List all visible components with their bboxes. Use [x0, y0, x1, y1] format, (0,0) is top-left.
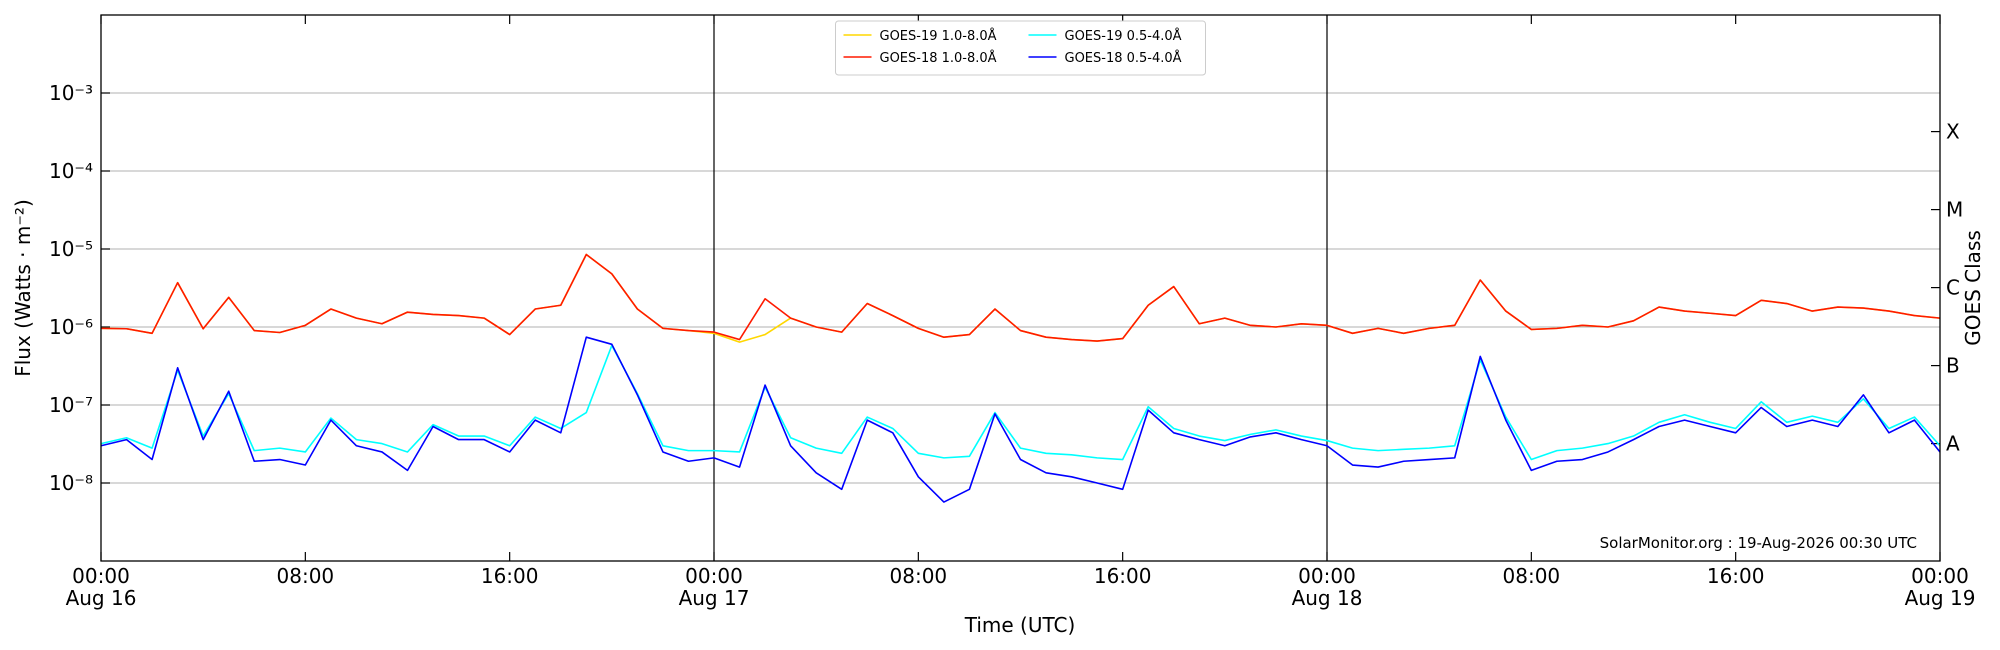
x-tick-label: 16:00	[481, 564, 539, 588]
y-tick-label: 10⁻⁷	[49, 393, 93, 417]
legend: GOES-19 1.0-8.0Å GOES-18 1.0-8.0Å GOES-19 …	[835, 20, 1206, 76]
plot-frame	[100, 14, 1941, 562]
legend-box	[835, 20, 1206, 76]
y-tick-label: 10⁻³	[49, 81, 93, 105]
legend-label: GOES-18 1.0-8.0Å	[880, 50, 997, 66]
x-tick-label: 00:00 Aug 18	[1292, 564, 1363, 610]
annotation: SolarMonitor.org : 19-Aug-2026 00:30 UTC	[1600, 534, 1917, 552]
y2-tick-label: A	[1946, 432, 1960, 456]
x-tick-label: 16:00	[1707, 564, 1765, 588]
x-tick-label: 00:00 Aug 16	[66, 564, 137, 610]
x-tick-label: 08:00	[1503, 564, 1561, 588]
series-line	[100, 253, 1941, 342]
y-tick-label: 10⁻⁶	[49, 315, 93, 339]
legend-label: GOES-18 0.5-4.0Å	[1065, 50, 1182, 66]
x-tick-label: 08:00	[890, 564, 948, 588]
y-tick-label: 10⁻⁵	[49, 237, 93, 261]
x-tick-label: 08:00	[277, 564, 335, 588]
y2-tick-label: C	[1946, 276, 1960, 300]
y2-axis-label: GOES Class	[1961, 230, 1985, 346]
y-tick-label: 10⁻⁴	[49, 159, 93, 183]
x-tick-label: 00:00 Aug 19	[1905, 564, 1976, 610]
y-tick-label: 10⁻⁸	[49, 471, 93, 495]
legend-label: GOES-19 1.0-8.0Å	[880, 28, 997, 44]
y2-tick-label: M	[1946, 198, 1963, 222]
y2-tick-label: B	[1946, 354, 1960, 378]
series-line	[100, 336, 1941, 503]
series-line	[100, 344, 1941, 461]
legend-label: GOES-19 0.5-4.0Å	[1065, 28, 1182, 44]
x-axis-label: Time (UTC)	[964, 613, 1076, 637]
x-tick-label: 16:00	[1094, 564, 1152, 588]
series-line	[100, 253, 1941, 343]
x-tick-label: 00:00 Aug 17	[679, 564, 750, 610]
y2-tick-label: X	[1946, 120, 1960, 144]
y-axis-label: Flux (Watts · m⁻²)	[11, 199, 35, 377]
